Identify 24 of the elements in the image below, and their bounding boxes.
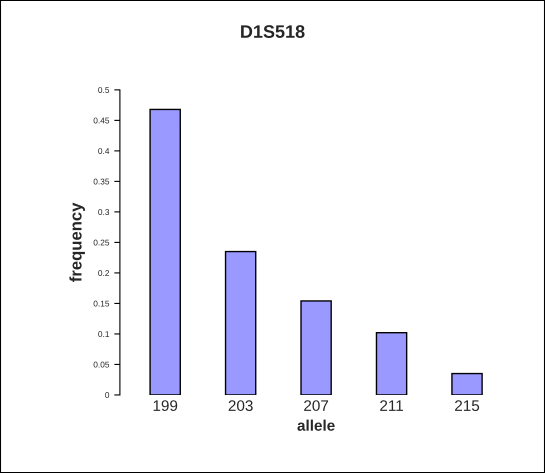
x-tick-label: 207 — [304, 400, 328, 412]
x-tick-label: 211 — [380, 400, 403, 411]
bar — [451, 372, 483, 395]
bar — [300, 300, 332, 395]
bar — [149, 108, 181, 395]
bar — [224, 250, 256, 395]
chart-title: D1S518 — [241, 25, 305, 38]
y-tick-label: 0.45 — [94, 118, 110, 124]
y-tick-label: 0 — [105, 392, 110, 398]
x-axis-title: allele — [297, 420, 335, 431]
y-tick-label: 0.2 — [98, 270, 110, 276]
y-tick-label: 0.15 — [94, 300, 110, 307]
x-tick-label: 203 — [228, 400, 253, 412]
y-tick-label: 0.3 — [98, 209, 110, 216]
y-tick-label: 0.35 — [94, 178, 110, 184]
y-tick-label: 0.1 — [98, 331, 110, 338]
y-tick-label: 0.05 — [94, 362, 110, 368]
y-tick-label: 0.25 — [94, 240, 110, 246]
y-tick-label: 0.5 — [98, 87, 110, 93]
x-tick-label: 199 — [154, 400, 178, 412]
y-tick-label: 0.4 — [98, 148, 110, 154]
x-tick-label: 215 — [455, 400, 480, 412]
bar — [376, 332, 408, 395]
y-axis-title: frequency — [69, 202, 85, 282]
